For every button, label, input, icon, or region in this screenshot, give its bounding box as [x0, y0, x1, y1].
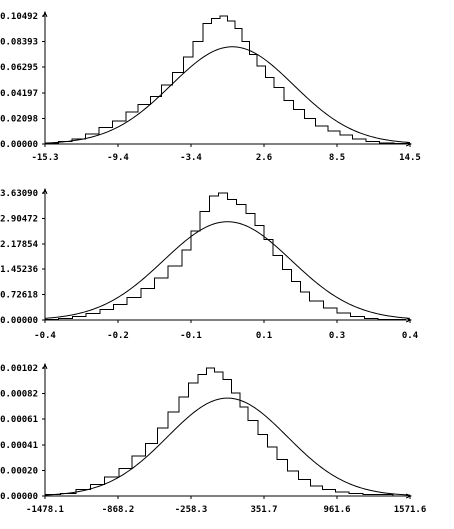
y-tick-label: 0.00000 [0, 316, 38, 326]
x-axis-arrow [405, 317, 413, 323]
x-tick-label: 0.4 [402, 331, 419, 341]
y-tick-label: 0.00061 [0, 415, 38, 425]
x-tick-label: 1571.6 [394, 505, 427, 515]
histogram-series [44, 192, 410, 321]
y-tick-label: 0.00041 [0, 441, 38, 451]
y-tick-label: 0.00000 [0, 140, 38, 150]
distribution-chart-2: 0.00000 0.72618 1.45236 2.17854 2.90472 3.630… [0, 187, 419, 341]
histogram-series [44, 367, 410, 497]
y-tick-label: 0.08393 [0, 38, 38, 48]
x-tick-label: 961.6 [323, 505, 350, 515]
y-tick-label: 0.00020 [0, 466, 38, 476]
y-tick-label: 3.63090 [0, 189, 38, 199]
x-tick-label: 351.7 [250, 505, 277, 515]
x-tick-label: 0.3 [329, 331, 345, 341]
distribution-chart-3: 0.00000 0.00020 0.00041 0.00061 0.00082 0.001… [0, 362, 427, 515]
y-axis-arrow [42, 362, 48, 370]
y-tick-label: 0.72618 [0, 291, 38, 301]
x-tick-label: -9.4 [107, 153, 129, 163]
normal-fit-curve [44, 46, 411, 144]
y-tick-label: 0.02098 [0, 114, 38, 124]
y-axis-arrow [42, 10, 48, 18]
normal-fit-curve [44, 221, 411, 319]
y-tick-label: 0.04197 [0, 89, 38, 99]
histogram-series [44, 15, 411, 144]
distribution-chart-1: 0.00000 0.02098 0.04197 0.06295 0.08393 0.104… [0, 10, 421, 163]
y-tick-label: 2.17854 [0, 240, 39, 250]
x-tick-label: -868.2 [102, 505, 135, 515]
x-tick-label: 8.5 [329, 153, 345, 163]
normal-fit-curve [44, 397, 411, 496]
x-tick-label: 2.6 [256, 153, 272, 163]
y-axis-arrow [42, 187, 48, 195]
y-tick-label: 1.45236 [0, 265, 38, 275]
x-tick-label: -0.2 [107, 331, 129, 341]
x-tick-label: -1478.1 [26, 505, 64, 515]
x-tick-label: -3.4 [180, 153, 202, 163]
y-tick-label: 0.00000 [0, 492, 38, 502]
x-tick-label: -0.1 [180, 331, 202, 341]
y-tick-label: 0.00102 [0, 364, 38, 374]
y-tick-label: 0.06295 [0, 63, 38, 73]
x-tick-label: -15.3 [31, 153, 58, 163]
x-tick-label: -258.3 [175, 505, 208, 515]
y-tick-label: 0.10492 [0, 12, 38, 22]
x-tick-label: -0.4 [34, 331, 56, 341]
y-tick-label: 0.00082 [0, 390, 38, 400]
y-tick-label: 2.90472 [0, 214, 38, 224]
x-tick-label: 14.5 [399, 153, 421, 163]
x-tick-label: 0.1 [256, 331, 272, 341]
